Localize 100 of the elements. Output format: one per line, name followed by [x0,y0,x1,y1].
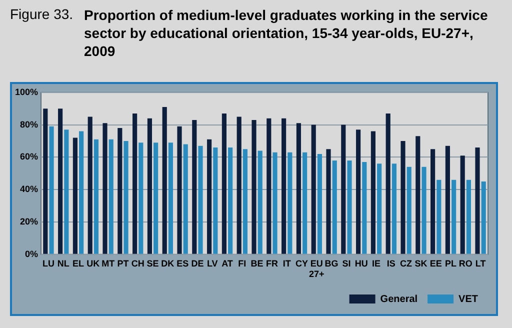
bar [302,152,308,254]
bar [332,160,337,254]
y-tick-label: 100% [14,86,38,97]
bar [118,128,122,254]
x-tick-label: IE [372,258,381,268]
bar [406,166,412,254]
bar [147,118,152,254]
bar [452,180,456,254]
bar [207,139,212,254]
x-tick-label: SK [414,258,428,268]
x-tick-label: EU 27+ [309,258,324,280]
x-tick-label: PL [444,258,457,268]
x-tick-label: RO [458,258,472,268]
bar [192,120,197,254]
x-tick-label: DK [161,258,175,268]
x-tick-label: CY [296,258,308,268]
bar [288,152,292,254]
bar [49,126,54,254]
bar [392,164,396,254]
bar [341,124,346,254]
bar [79,131,84,254]
x-tick-label: PT [117,258,130,268]
bar [198,146,203,254]
x-tick-label: FI [238,258,246,268]
bar [436,180,442,254]
bar [132,113,138,254]
y-tick-label: 40% [20,184,38,194]
caption: Figure 33. [10,6,74,22]
bar [296,123,301,254]
bar [228,147,233,254]
bar [370,131,376,254]
bar [183,144,188,254]
y-tick-label: 20% [20,216,38,226]
x-tick-label: CH [131,258,144,268]
bar [475,147,480,254]
bar [400,141,406,254]
x-tick-label: IS [386,258,396,268]
x-tick-label: CZ [400,258,413,268]
bar [88,116,92,254]
bar [377,164,382,254]
bar [481,182,486,254]
x-tick-label: MT [102,258,116,268]
bar [72,138,78,254]
bar [416,136,420,254]
bar [108,139,114,254]
bar [222,113,226,254]
bar [445,146,450,254]
bar [138,142,144,254]
x-tick-label: EE [430,258,442,268]
bar [282,118,286,254]
chart-title: Proportion of medium-level graduates working in the service sector by educational orientation, 15-34 year-olds, EU-27+, 2009 [84,6,489,60]
x-tick-label: FR [266,258,278,268]
x-tick-label: SI [342,258,351,268]
x-tick-label: LU [42,258,54,268]
x-tick-label: LT [475,258,486,268]
x-tick-label: UK [86,258,100,268]
bar [236,116,242,254]
x-tick-label: BG [324,258,338,268]
bar [356,130,361,254]
x-tick-label: EL [72,258,85,268]
x-tick-label: LV [206,258,218,268]
bar [272,152,278,254]
bar [154,142,158,254]
bar [386,113,390,254]
x-tick-label: IT [282,258,292,268]
bar [64,130,69,254]
bar [94,139,99,254]
bar [422,166,426,254]
x-tick-label: HU [354,258,368,268]
x-tick-label: SE [146,258,159,268]
y-tick-label: 60% [20,152,38,162]
bar [162,106,167,254]
bar [58,108,63,254]
bar [460,156,465,254]
bar [317,154,322,254]
bar [242,149,248,254]
x-tick-label: BE [250,258,264,268]
bar [124,141,128,254]
x-tick-label: AT [222,258,234,268]
bar [466,180,471,254]
y-tick-label: 80% [20,119,38,130]
bar [102,123,108,254]
bar [213,147,218,254]
bar [43,108,48,254]
x-tick-label: DE [191,258,204,268]
bar [362,162,367,254]
bar [311,124,316,254]
bar [326,149,331,254]
bar [258,150,262,254]
legend-label: VET [458,294,478,305]
bar [177,126,182,254]
bar [266,118,272,254]
bar [347,160,352,254]
y-tick-label: 0% [25,248,38,259]
bar [252,120,256,254]
x-tick-label: NL [57,258,70,268]
legend-label: General [380,294,418,305]
bar [430,149,436,254]
x-tick-label: ES [176,258,189,268]
bar [168,142,174,254]
